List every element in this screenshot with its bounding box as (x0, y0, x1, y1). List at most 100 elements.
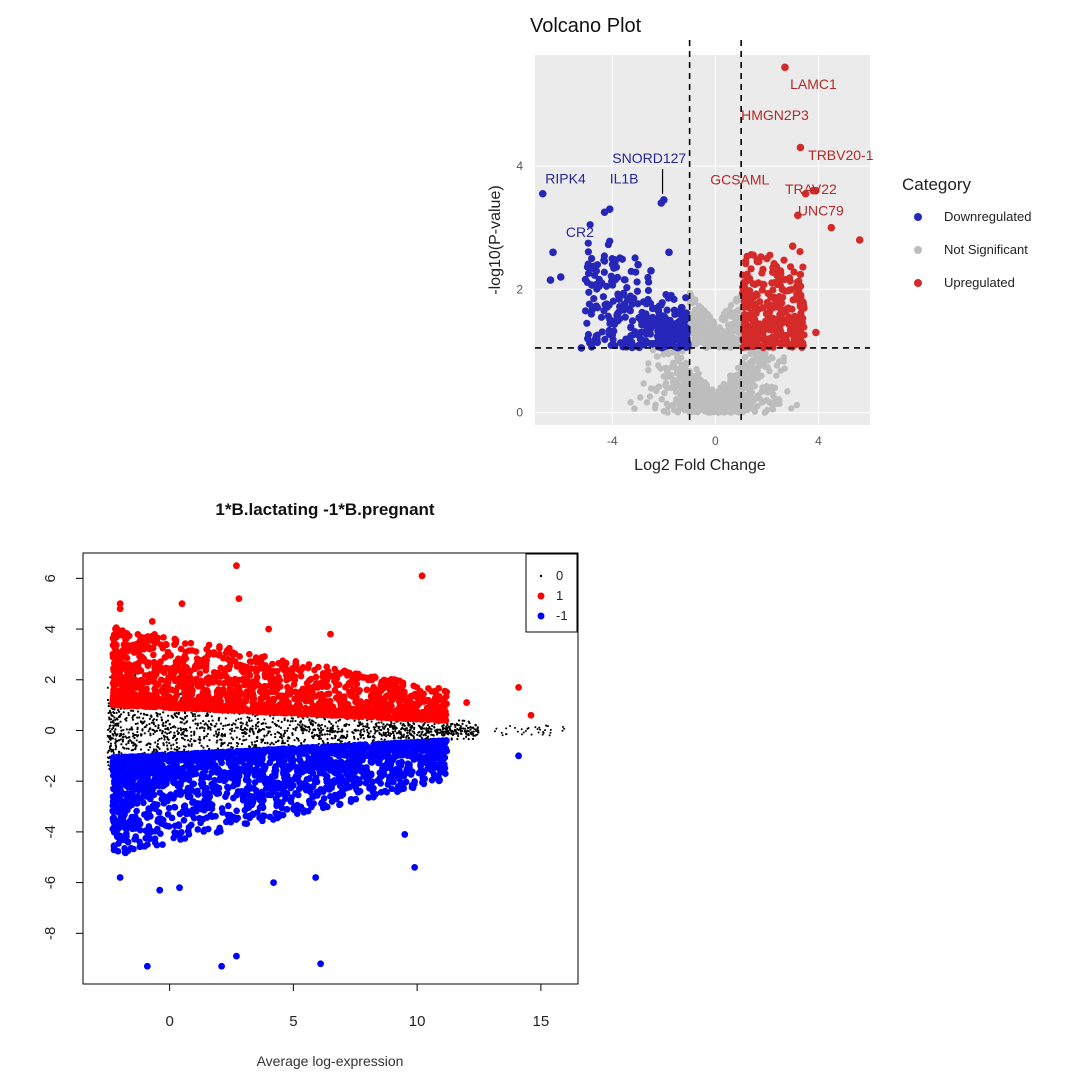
ma-point-0 (267, 732, 270, 735)
ma-point-0 (277, 731, 281, 734)
ma-point-0 (165, 720, 168, 723)
ma-point-0 (472, 734, 475, 737)
ma-point-0 (136, 722, 139, 725)
volcano-point-ns (716, 327, 723, 334)
volcano-point-down (600, 268, 608, 276)
volcano-point-ns (705, 397, 713, 404)
ma-point-0 (372, 739, 375, 742)
ma-point-0 (257, 730, 260, 733)
ma-point-up (204, 676, 211, 684)
ma-point-0 (407, 737, 410, 740)
ma-point-0 (464, 735, 468, 739)
ma-point-0 (538, 726, 541, 729)
ma-point-up (246, 671, 254, 679)
ma-point-0 (207, 726, 210, 729)
ma-point-0 (342, 736, 345, 739)
volcano-point-ns (645, 366, 652, 374)
ma-point-0 (495, 727, 498, 730)
ma-point-0 (251, 725, 254, 728)
ma-point-0 (459, 728, 462, 731)
ma-point-0 (109, 730, 112, 733)
volcano-point-ns (690, 400, 698, 407)
volcano-point-down (659, 319, 667, 327)
ma-point-0 (542, 730, 545, 733)
ma-point-0 (402, 735, 405, 738)
volcano-point-up (792, 327, 800, 335)
ma-point-0 (165, 741, 168, 744)
ma-point-0 (326, 727, 329, 730)
volcano-point-ns (733, 315, 740, 322)
ma-point-0 (265, 734, 268, 737)
ma-point-0 (451, 729, 454, 732)
ma-point-0 (120, 729, 123, 732)
ma-point-0 (254, 727, 258, 730)
volcano-point-ns (722, 312, 730, 320)
ma-point-0 (252, 730, 255, 733)
ma-point-up (123, 634, 130, 642)
ma-point-0 (430, 733, 433, 736)
ma-point-0 (130, 709, 133, 712)
ma-point-0 (139, 748, 143, 751)
ma-point-0 (111, 714, 114, 718)
ma-point-0 (150, 715, 153, 718)
ma-point-0 (251, 727, 254, 731)
volcano-point-up (747, 265, 755, 273)
ma-point-up (323, 683, 330, 691)
ma-point-0 (125, 747, 128, 750)
ma-point-0 (453, 728, 457, 731)
volcano-point-down (656, 332, 664, 341)
volcano-point-ns (690, 339, 697, 346)
ma-point-0 (474, 723, 477, 727)
ma-point-0 (114, 745, 118, 749)
volcano-point-ns (736, 386, 744, 394)
ma-point-0 (446, 731, 450, 734)
ma-point-0 (123, 747, 126, 750)
ma-point-0 (116, 722, 119, 725)
ma-point-0 (369, 735, 372, 738)
volcano-point-ns (681, 401, 688, 408)
ma-point-0 (143, 732, 146, 735)
volcano-point-up (769, 286, 777, 294)
volcano-point-down (678, 317, 686, 325)
ma-point-up (109, 634, 117, 642)
volcano-point-down (633, 287, 642, 295)
ma-point-up (363, 710, 371, 718)
volcano-point-ns (637, 394, 644, 401)
ma-point-up (342, 706, 350, 714)
ma-point-0 (283, 731, 287, 735)
volcano-point-ns (741, 354, 749, 361)
volcano-point-ns (691, 306, 699, 313)
volcano-point-ns (747, 350, 754, 357)
ma-point-0 (254, 724, 258, 727)
ma-point-0 (166, 747, 169, 750)
volcano-point-down (584, 248, 592, 256)
volcano-point-up (780, 256, 788, 264)
ma-point-0 (383, 725, 387, 728)
ma-point-up (289, 665, 296, 672)
ma-point-up (150, 651, 157, 659)
ma-point-0 (372, 726, 375, 729)
ma-point-0 (148, 728, 151, 731)
volcano-point-ns (751, 382, 758, 390)
ma-point-0 (182, 728, 185, 731)
ma-point-0 (112, 751, 115, 755)
ma-point-0 (127, 731, 130, 734)
volcano-title: Volcano Plot (530, 15, 642, 37)
ma-point-0 (148, 717, 151, 720)
ma-point-0 (230, 745, 233, 749)
ma-point-0 (167, 714, 170, 717)
ma-point-0 (256, 725, 260, 728)
ma-point-0 (238, 738, 241, 741)
volcano-point-down (581, 275, 589, 283)
ma-point-0 (114, 748, 117, 751)
volcano-point-ns (682, 378, 690, 386)
ma-point-0 (107, 704, 110, 708)
ma-point-0 (209, 728, 212, 731)
ma-point-0 (263, 734, 266, 737)
ma-point-0 (457, 734, 460, 738)
volcano-point-ns (653, 353, 661, 360)
ma-point-0 (194, 722, 197, 725)
volcano-point-ns (762, 408, 769, 415)
ma-point-0 (471, 737, 475, 741)
ma-point-0 (250, 719, 253, 722)
